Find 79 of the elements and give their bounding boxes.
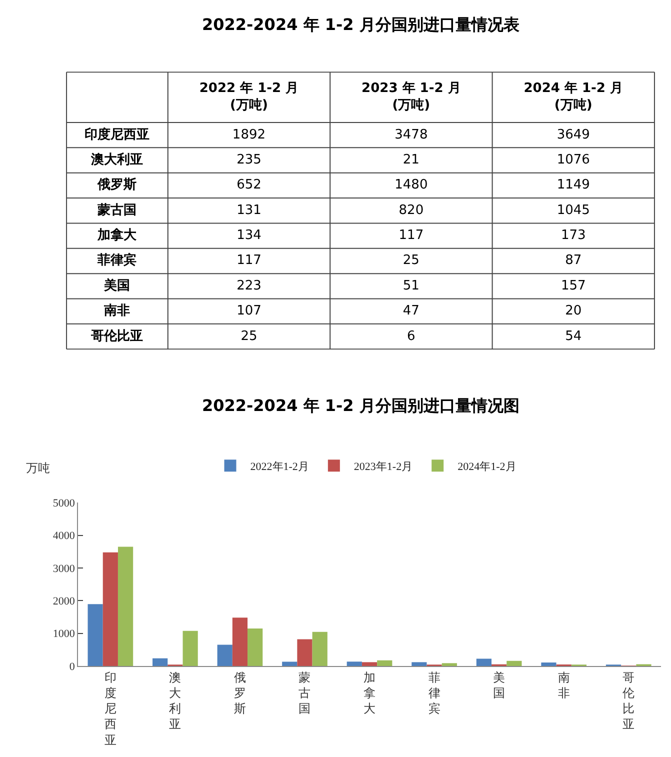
y-tick-label: 3000 (52, 562, 76, 575)
x-tick-label: 蒙古国 (298, 670, 311, 716)
x-tick-label: 菲律宾 (428, 670, 440, 716)
bar (248, 628, 263, 666)
data-label: 1149 (556, 178, 590, 193)
data-label: 20 (565, 304, 582, 319)
y-tick-label: 2000 (52, 595, 76, 608)
y-tick-label: 5000 (52, 497, 76, 510)
category-label: 哥伦比亚 (90, 328, 144, 344)
legend-label: 2024年1-2月 (458, 460, 516, 473)
data-label: 87 (565, 253, 582, 268)
data-label: 173 (560, 228, 586, 244)
data-label: 652 (236, 178, 262, 193)
y-tick-label: 4000 (52, 530, 76, 542)
data-label: 107 (236, 304, 262, 319)
bar (312, 632, 328, 666)
category-label: 蒙古国 (96, 202, 137, 218)
x-tick-label: 南非 (558, 670, 570, 700)
data-label: 54 (565, 328, 582, 344)
bar (476, 658, 492, 666)
category-label: 俄罗斯 (96, 178, 137, 193)
bar (232, 618, 248, 666)
data-label: 3478 (394, 127, 428, 142)
bar (88, 604, 103, 666)
text: 2022 年 1-2 月 (万吨) (199, 81, 299, 114)
bar (442, 663, 457, 666)
data-label: 820 (398, 202, 424, 218)
data-label: 157 (560, 278, 586, 294)
bar (297, 639, 312, 666)
data-label: 117 (398, 228, 424, 244)
data-label: 47 (402, 304, 420, 319)
bar (217, 644, 232, 666)
data-label: 1076 (556, 152, 590, 168)
bar (152, 658, 168, 666)
x-tick-label: 美国 (493, 670, 506, 700)
data-label: 1045 (556, 202, 590, 218)
x-tick-label: 印度尼西亚 (104, 670, 116, 747)
bar (362, 662, 378, 666)
y-tick-label: 1000 (52, 628, 76, 640)
x-tick-label: 俄罗斯 (234, 670, 246, 716)
y-axis-title: 万吨 (26, 461, 50, 475)
y-tick-label: 0 (69, 660, 76, 673)
data-label: 6 (407, 328, 416, 344)
legend-label: 2022年1-2月 (250, 460, 309, 473)
data-label: 1892 (232, 127, 266, 142)
data-label: 25 (402, 253, 420, 268)
bar (412, 662, 427, 666)
data-label: 235 (236, 152, 262, 168)
bar (346, 662, 362, 666)
category-label: 美国 (103, 277, 130, 294)
category-label: 澳大利亚 (90, 152, 144, 168)
text: 2023 年 1-2 月 (万吨) (362, 81, 461, 114)
data-label: 131 (236, 202, 262, 218)
bar (541, 662, 556, 666)
legend-label: 2023年1-2月 (354, 460, 413, 473)
bar (506, 660, 522, 666)
data-label: 223 (236, 278, 262, 294)
data-label: 3649 (556, 127, 590, 142)
data-label: 134 (236, 228, 262, 244)
bar (118, 546, 134, 666)
data-label: 51 (402, 278, 420, 294)
data-label: 117 (236, 253, 262, 268)
category-label: 印度尼西亚 (84, 126, 150, 142)
chart-title: 2022-2024 年 1-2 月分国别进口量情况图 (202, 396, 520, 415)
category-label: 加拿大 (96, 227, 138, 244)
data-label: 25 (240, 328, 258, 344)
bar (282, 662, 298, 666)
text: 2022-2024 年 1-2 月分国别进口量情况表 (202, 15, 520, 34)
x-tick-label: 澳大利亚 (169, 670, 182, 732)
bar (377, 660, 392, 666)
data-label: 21 (402, 152, 420, 168)
category-label: 菲律宾 (96, 252, 137, 268)
x-tick-label: 哥伦比亚 (622, 670, 635, 732)
bar (182, 630, 198, 666)
data-label: 1480 (394, 178, 428, 193)
category-label: 南非 (103, 304, 130, 319)
text: 2024 年 1-2 月 (万吨) (524, 81, 624, 114)
x-tick-label: 加拿大 (364, 670, 376, 716)
bar (102, 552, 118, 666)
